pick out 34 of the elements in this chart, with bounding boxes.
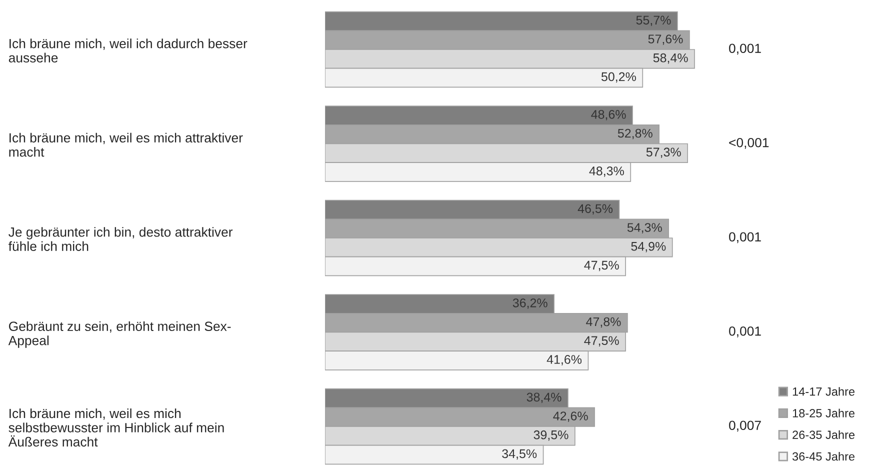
data-label: 36,2% [512,298,548,309]
y-tick-label: Ich bräune mich, weil es mich selbstbewusster im Hinblick auf mein Äußeres macht [8,408,224,447]
data-label: 48,6% [591,110,626,120]
legend-label: 18-25 Jahre [792,408,855,418]
data-label: 42,6% [553,412,588,422]
legend-label: 36-45 Jahre [792,452,855,461]
text: 0,001 [729,326,761,338]
data-label: 46,5% [578,204,613,215]
y-tick-label: Ich bräune mich, weil ich dadurch besser aussehe [8,38,248,62]
data-label: 47,5% [584,260,619,272]
y-tick-label: Ich bräune mich, weil es mich attraktiver macht [9,132,243,157]
data-label: 52,8% [618,128,652,140]
data-label: 54,3% [627,223,662,234]
legend-label: 26-35 Jahre [792,430,855,440]
y-tick-label: Gebräunt zu sein, erhöht meinen Sex- Appeal [8,321,231,348]
data-label: 38,4% [526,392,562,404]
data-label: 47,8% [586,317,621,328]
data-label: 41,6% [546,355,582,366]
text: 0,001 [729,44,761,55]
data-label: 48,3% [589,166,624,177]
data-label: 39,5% [534,430,568,441]
text: 0,007 [729,420,761,432]
data-label: 58,4% [653,53,688,64]
data-label: 57,6% [648,34,683,45]
data-label: 57,3% [646,148,681,158]
data-label: 47,5% [584,336,619,347]
data-label: 55,7% [636,16,671,26]
legend-label: 14-17 Jahre [792,387,855,396]
text: 0,001 [729,232,761,244]
text: <0,001 [729,138,769,149]
data-label: 50,2% [601,72,636,83]
y-tick-label: Je gebräunter ich bin, desto attraktiver fühle ich mich [8,227,233,251]
data-label: 34,5% [502,449,537,460]
data-label: 54,9% [631,242,666,252]
